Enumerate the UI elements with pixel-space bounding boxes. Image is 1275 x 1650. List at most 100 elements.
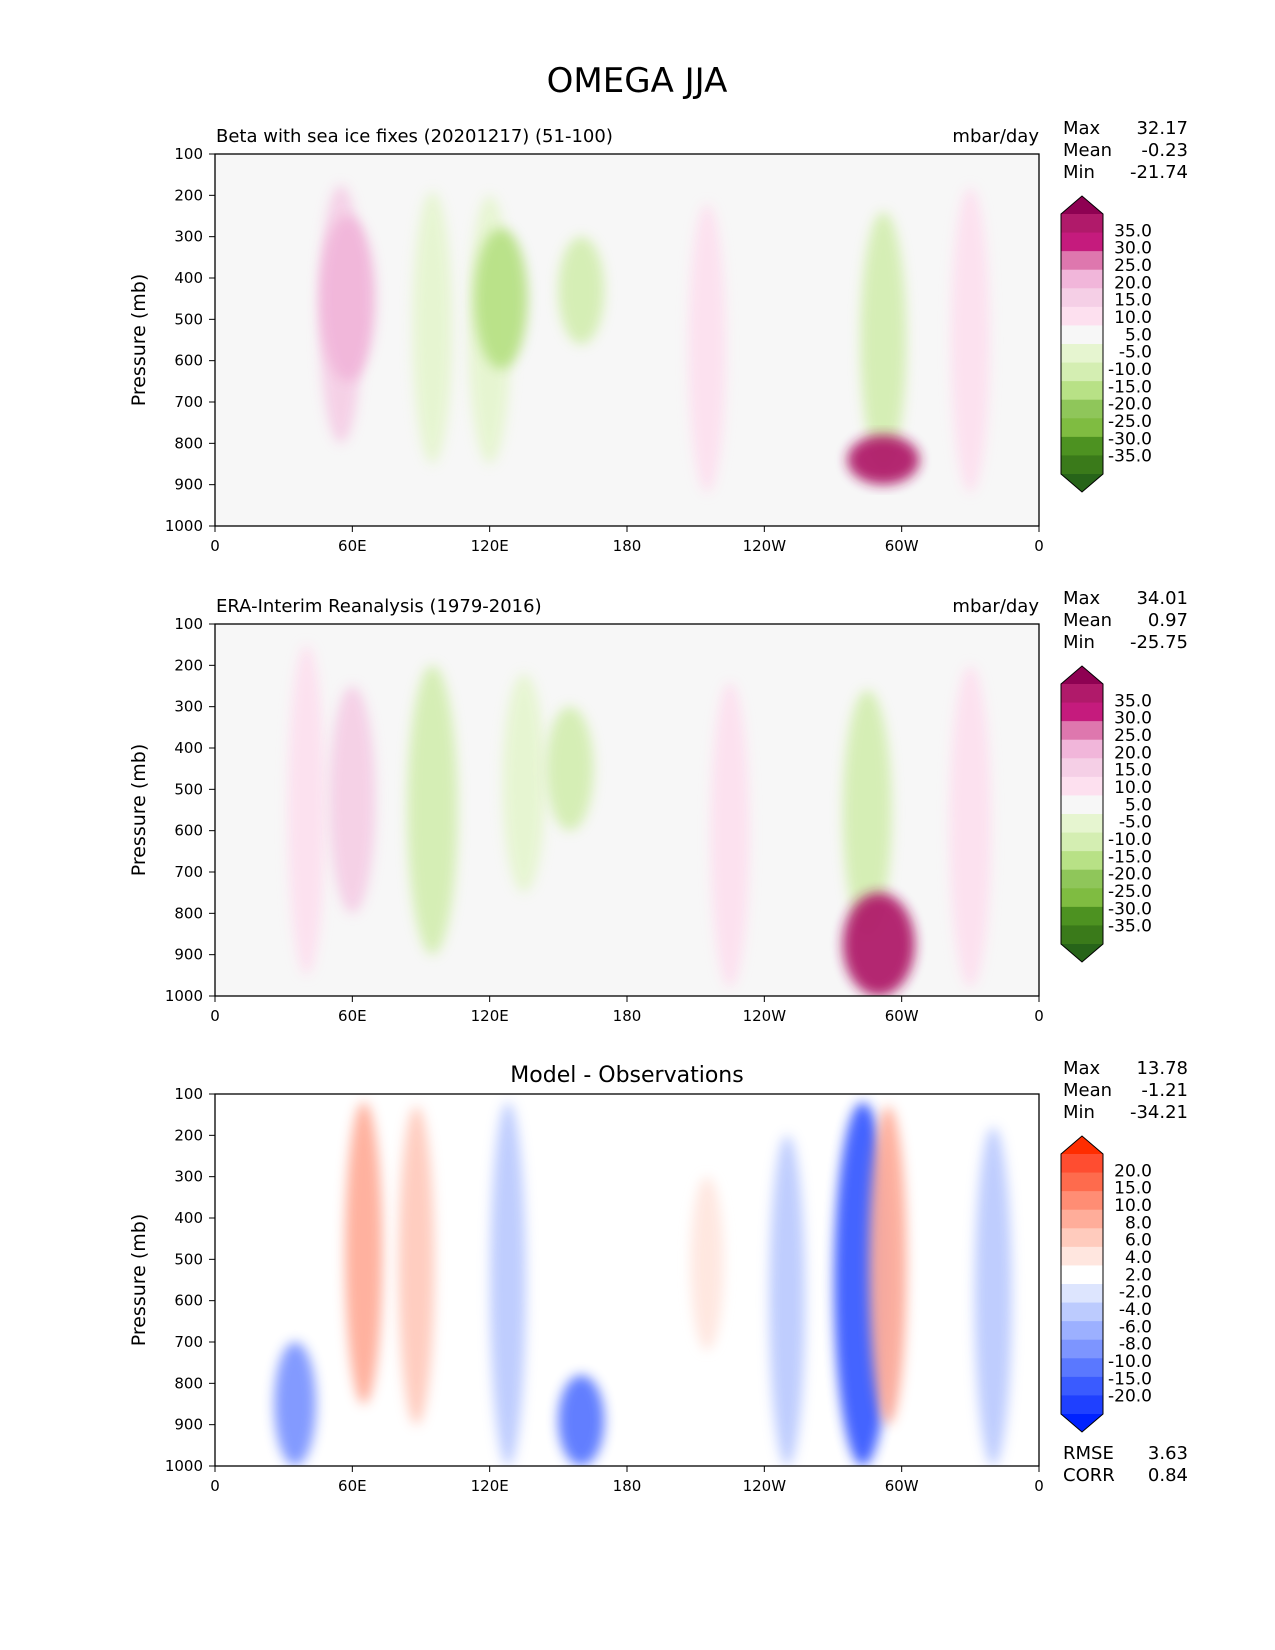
contour-feature (869, 1106, 907, 1425)
x-tick-label: 180 (613, 1007, 642, 1025)
x-tick-label: 60E (338, 1477, 367, 1495)
stat-label: Max (1063, 588, 1101, 609)
panel-difference: Model - Observations 100 200 300 400 500 600 70… (128, 1058, 1188, 1495)
colorbar-label: -35.0 (1108, 447, 1152, 467)
stat-label: Max (1063, 118, 1101, 139)
colorbar-label: 35.0 (1114, 221, 1152, 241)
colorbar-segment (1061, 362, 1103, 382)
colorbar-label: 35.0 (1114, 691, 1152, 711)
y-tick-label: 600 (174, 822, 203, 840)
colorbar-label: -25.0 (1108, 412, 1152, 432)
colorbar-segment (1061, 925, 1103, 945)
x-tick-label: 60W (885, 1007, 919, 1025)
colorbar-segment (1061, 721, 1103, 741)
panels: Beta with sea ice fixes (20201217) (51-1… (128, 118, 1188, 1495)
contour-feature (950, 187, 990, 493)
y-tick-label: 700 (174, 393, 203, 411)
colorbar: 20.015.010.08.06.04.02.0-2.0-4.0-6.0-8.0… (1060, 1135, 1152, 1433)
y-tick-label: 300 (174, 698, 203, 716)
colorbar-segment (1061, 325, 1103, 345)
stat-label: Mean (1063, 140, 1112, 161)
x-tick-label: 180 (613, 1477, 642, 1495)
colorbar-segment (1061, 795, 1103, 815)
panel-test: Beta with sea ice fixes (20201217) (51-1… (128, 118, 1188, 555)
contour-feature (710, 681, 750, 988)
x-tick-label: 0 (1034, 537, 1044, 555)
colorbar-segment (1061, 214, 1103, 234)
colorbar-segment (1061, 232, 1103, 252)
stat-label: Mean (1063, 610, 1112, 631)
colorbar-label: -25.0 (1108, 882, 1152, 902)
colorbar-extend-bottom (1061, 474, 1103, 492)
colorbar-extend-top (1061, 1136, 1103, 1154)
colorbar-label: 8.0 (1125, 1213, 1152, 1233)
y-tick-label: 600 (174, 352, 203, 370)
colorbar-label: -15.0 (1108, 1369, 1152, 1389)
colorbar-label: -15.0 (1108, 847, 1152, 867)
y-axis-label: Pressure (mb) (128, 1214, 150, 1347)
y-tick-label: 400 (174, 739, 203, 757)
y-tick-label: 100 (174, 145, 203, 163)
x-tick-label: 180 (613, 537, 642, 555)
colorbar-label: -2.0 (1119, 1283, 1152, 1303)
colorbar-label: -20.0 (1108, 865, 1152, 885)
colorbar-label: -30.0 (1108, 429, 1152, 449)
colorbar-label: 30.0 (1114, 709, 1152, 729)
colorbar-segment (1061, 776, 1103, 796)
colorbar-label: 15.0 (1114, 761, 1152, 781)
colorbar-segment (1061, 684, 1103, 704)
colorbar-label: 5.0 (1125, 325, 1152, 345)
colorbar-segment (1061, 814, 1103, 834)
contour-field (287, 644, 992, 996)
colorbar-segment (1061, 455, 1103, 475)
y-tick-label: 800 (174, 904, 203, 922)
y-tick-label: 100 (174, 615, 203, 633)
y-tick-label: 400 (174, 1209, 203, 1227)
colorbar-segment (1061, 1284, 1103, 1304)
colorbar-outline (1060, 665, 1104, 963)
contour-feature (769, 1135, 806, 1466)
colorbar-label: 20.0 (1114, 1161, 1152, 1181)
colorbar-segment (1061, 344, 1103, 364)
colorbar-extend-bottom (1061, 1414, 1103, 1432)
colorbar: 35.030.025.020.015.010.05.0-5.0-10.0-15.… (1060, 195, 1152, 493)
colorbar-segment (1061, 269, 1103, 289)
y-tick-label: 500 (174, 1250, 203, 1268)
y-tick-label: 600 (174, 1292, 203, 1310)
colorbar-segment (1061, 1191, 1103, 1211)
metric-value: 3.63 (1148, 1443, 1188, 1464)
y-tick-label: 1000 (165, 987, 203, 1005)
panel-title: Beta with sea ice fixes (20201217) (51-1… (216, 126, 613, 147)
colorbar-label: -10.0 (1108, 360, 1152, 380)
colorbar-label: -10.0 (1108, 1352, 1152, 1372)
contour-feature (474, 228, 528, 369)
colorbar-label: 10.0 (1114, 308, 1152, 328)
colorbar-label: 10.0 (1114, 1196, 1152, 1216)
x-tick-label: 0 (210, 537, 220, 555)
colorbar-label: -6.0 (1119, 1317, 1152, 1337)
colorbar-label: 6.0 (1125, 1231, 1152, 1251)
panel-title: Model - Observations (510, 1063, 743, 1088)
stat-label: Min (1063, 632, 1095, 653)
contour-feature (690, 1176, 724, 1351)
contour-feature (842, 892, 915, 996)
contour-feature (545, 706, 594, 831)
colorbar-segment (1061, 869, 1103, 889)
stat-label: Mean (1063, 1080, 1112, 1101)
x-tick-label: 0 (1034, 1007, 1044, 1025)
colorbar-label: -20.0 (1108, 395, 1152, 415)
colorbar-label: -20.0 (1108, 1387, 1152, 1407)
colorbar-label: 4.0 (1125, 1248, 1152, 1268)
x-tick-label: 120W (743, 1007, 787, 1025)
stat-value: -34.21 (1130, 1102, 1188, 1123)
contour-field (274, 1102, 1012, 1466)
colorbar-segment (1061, 1302, 1103, 1322)
colorbar-segment (1061, 702, 1103, 722)
colorbar-segment (1061, 888, 1103, 908)
y-axis-label: Pressure (mb) (128, 744, 150, 877)
colorbar-label: -10.0 (1108, 830, 1152, 850)
colorbar-segment (1061, 418, 1103, 438)
y-tick-label: 800 (174, 434, 203, 452)
y-tick-label: 900 (174, 1416, 203, 1434)
